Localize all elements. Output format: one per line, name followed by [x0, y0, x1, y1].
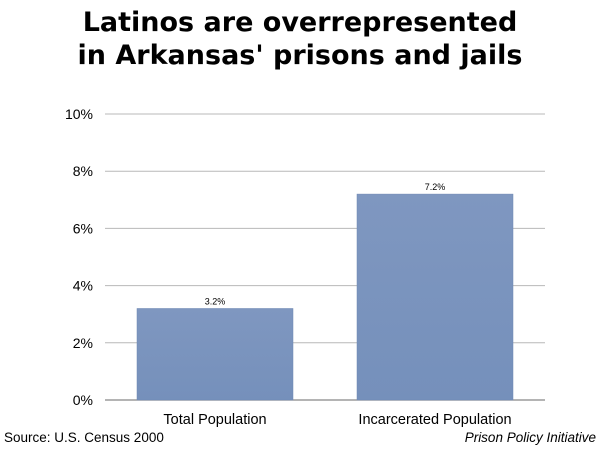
bar — [356, 193, 514, 401]
bar — [136, 308, 294, 401]
x-tick-label: Incarcerated Population — [358, 412, 511, 428]
y-tick-label: 10% — [65, 106, 93, 122]
y-tick-label: 4% — [73, 278, 93, 294]
source-note: Source: U.S. Census 2000 — [4, 430, 164, 445]
x-axis-tick-labels: Total Population Incarcerated Population — [163, 412, 511, 428]
data-label: 3.2% — [205, 296, 226, 306]
y-axis-tick-labels: 0% 2% 4% 6% 8% 10% — [65, 106, 93, 408]
chart-title: Latinos are overrepresented in Arkansas'… — [0, 6, 600, 72]
x-tick-label: Total Population — [163, 412, 266, 428]
data-label: 7.2% — [425, 182, 446, 192]
y-tick-label: 2% — [73, 335, 93, 351]
chart-title-line-2: in Arkansas' prisons and jails — [77, 40, 523, 71]
y-tick-label: 0% — [73, 392, 93, 408]
y-tick-label: 8% — [73, 163, 93, 179]
y-tick-label: 6% — [73, 220, 93, 236]
credit-note: Prison Policy Initiative — [464, 430, 596, 445]
data-labels: 3.2% 7.2% — [205, 182, 446, 306]
bars — [136, 193, 514, 401]
chart-title-line-1: Latinos are overrepresented — [82, 7, 518, 38]
